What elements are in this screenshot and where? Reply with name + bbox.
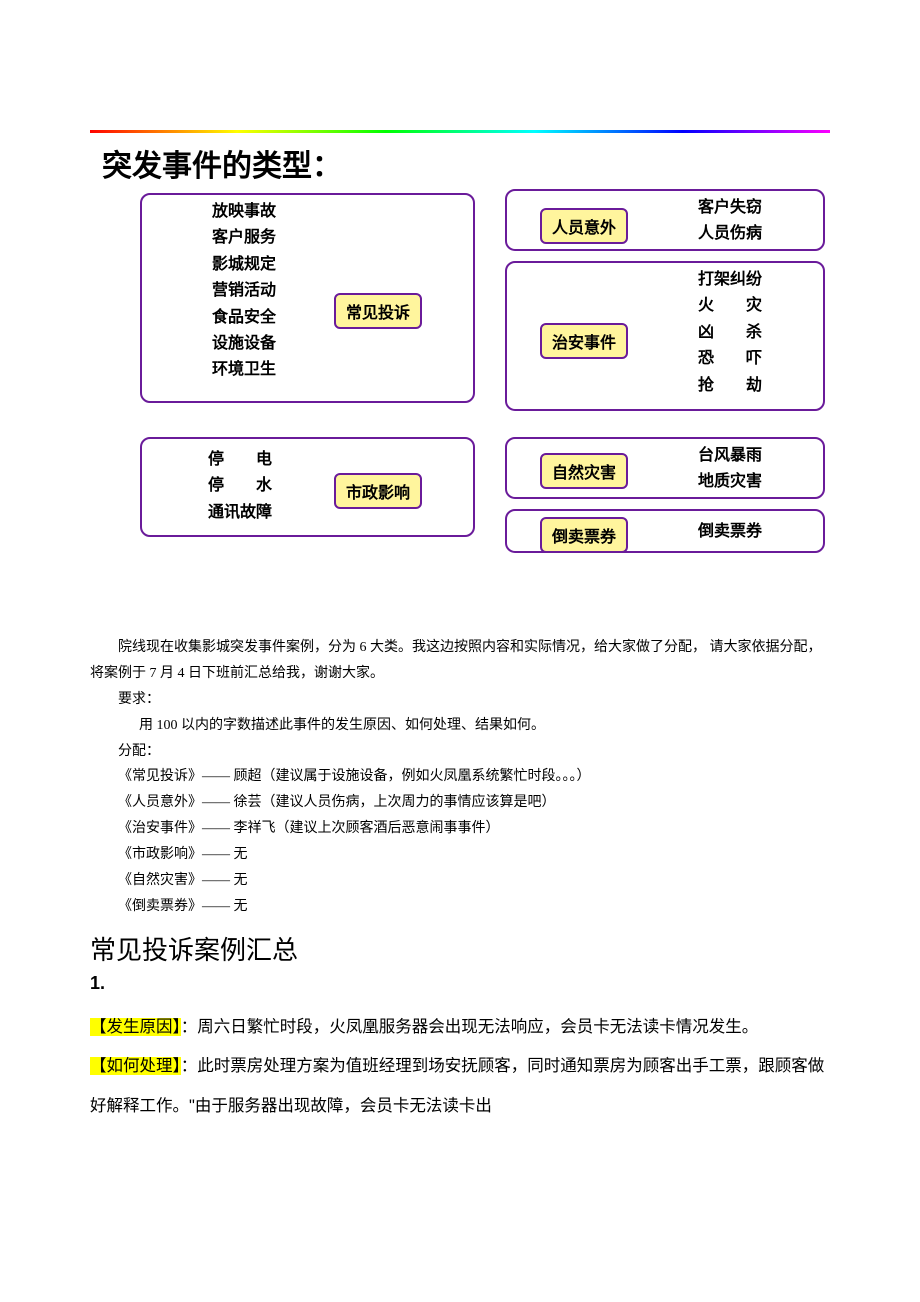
item: 台风暴雨 [698, 443, 762, 469]
assignment-line: 《治安事件》—— 李祥飞（建议上次顾客酒后恶意闹事事件） [90, 816, 830, 842]
requirement-text: 用 100 以内的字数描述此事件的发生原因、如何处理、结果如何。 [90, 713, 830, 739]
item: 抢 劫 [698, 373, 762, 399]
item: 停 电 [208, 447, 272, 473]
item: 通讯故障 [208, 500, 272, 526]
assignment-line: 《市政影响》—— 无 [90, 842, 830, 868]
item: 停 水 [208, 473, 272, 499]
item: 人员伤病 [698, 221, 762, 247]
assignment-label: 分配： [90, 739, 830, 765]
case-body: 【发生原因】：周六日繁忙时段，火凤凰服务器会出现无法响应，会员卡无法读卡情况发生… [90, 1008, 830, 1127]
items-security: 打架纠纷 火 灾 凶 杀 恐 吓 抢 劫 [698, 267, 762, 399]
item: 客户失窃 [698, 195, 762, 221]
reason-text: ：周六日繁忙时段，火凤凰服务器会出现无法响应，会员卡无法读卡情况发生。 [181, 1018, 759, 1036]
item: 地质灾害 [698, 469, 762, 495]
items-scalping: 倒卖票券 [698, 519, 762, 545]
label-scalping: 倒卖票券 [540, 517, 628, 553]
items-accident: 客户失窃 人员伤病 [698, 195, 762, 248]
diagram-grid: 放映事故 客户服务 影城规定 营销活动 食品安全 设施设备 环境卫生 常见投诉 … [90, 193, 830, 593]
label-accident: 人员意外 [540, 208, 628, 244]
item: 客户服务 [212, 225, 276, 251]
reason-label: 【发生原因】 [90, 1018, 181, 1036]
document-page: 突发事件的类型： 放映事故 客户服务 影城规定 营销活动 食品安全 设施设备 环… [0, 0, 920, 1187]
items-disaster: 台风暴雨 地质灾害 [698, 443, 762, 496]
intro-paragraph: 院线现在收集影城突发事件案例，分为 6 大类。我这边按照内容和实际情况，给大家做… [90, 635, 830, 687]
assignment-line: 《倒卖票券》—— 无 [90, 894, 830, 920]
diagram-container: 突发事件的类型： 放映事故 客户服务 影城规定 营销活动 食品安全 设施设备 环… [90, 130, 830, 607]
label-municipal: 市政影响 [334, 473, 422, 509]
item: 打架纠纷 [698, 267, 762, 293]
items-municipal: 停 电 停 水 通讯故障 [208, 447, 272, 526]
assignment-line: 《人员意外》—— 徐芸（建议人员伤病，上次周力的事情应该算是吧） [90, 790, 830, 816]
assignment-line: 《常见投诉》—— 顾超（建议属于设施设备，例如火凤凰系统繁忙时段。。。） [90, 764, 830, 790]
label-complaints: 常见投诉 [334, 293, 422, 329]
requirement-label: 要求： [90, 687, 830, 713]
handle-text: ：此时票房处理方案为值班经理到场安抚顾客，同时通知票房为顾客出手工票，跟顾客做好… [90, 1057, 824, 1115]
item: 设施设备 [212, 331, 276, 357]
assignment-line: 《自然灾害》—— 无 [90, 868, 830, 894]
item: 影城规定 [212, 252, 276, 278]
item: 凶 杀 [698, 320, 762, 346]
handle-label: 【如何处理】 [90, 1057, 181, 1075]
items-complaints: 放映事故 客户服务 影城规定 营销活动 食品安全 设施设备 环境卫生 [212, 199, 276, 384]
body-text: 院线现在收集影城突发事件案例，分为 6 大类。我这边按照内容和实际情况，给大家做… [90, 635, 830, 920]
box-municipal [140, 437, 475, 537]
item: 食品安全 [212, 305, 276, 331]
item: 倒卖票券 [698, 519, 762, 545]
label-disaster: 自然灾害 [540, 453, 628, 489]
item: 恐 吓 [698, 346, 762, 372]
diagram-title: 突发事件的类型： [102, 141, 830, 185]
box-complaints [140, 193, 475, 403]
section-heading: 常见投诉案例汇总 [90, 930, 830, 967]
case-number: 1. [90, 973, 830, 994]
label-security: 治安事件 [540, 323, 628, 359]
item: 火 灾 [698, 293, 762, 319]
item: 放映事故 [212, 199, 276, 225]
item: 营销活动 [212, 278, 276, 304]
item: 环境卫生 [212, 357, 276, 383]
